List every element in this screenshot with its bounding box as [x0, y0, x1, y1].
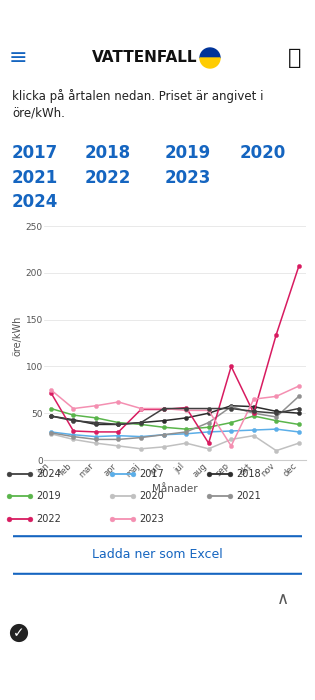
Text: ∧: ∧ — [277, 590, 289, 608]
Text: □: □ — [247, 659, 264, 677]
Text: 2017: 2017 — [139, 469, 164, 480]
Text: 2023: 2023 — [139, 514, 164, 524]
Text: 2018: 2018 — [236, 469, 261, 480]
Text: ○: ○ — [149, 659, 165, 677]
Text: Ladda ner som Excel: Ladda ner som Excel — [92, 547, 223, 561]
Text: 2023: 2023 — [165, 169, 211, 187]
Wedge shape — [200, 58, 220, 68]
Text: 2020: 2020 — [240, 144, 286, 162]
Text: 16:12: 16:12 — [137, 11, 177, 25]
Text: 2024: 2024 — [12, 193, 58, 211]
Text: öre/kWh.: öre/kWh. — [12, 107, 65, 120]
Y-axis label: öre/kWh: öre/kWh — [13, 316, 23, 356]
Wedge shape — [200, 48, 220, 58]
X-axis label: Månader: Månader — [152, 484, 198, 494]
Text: 2019: 2019 — [37, 491, 61, 501]
Text: ✓: ✓ — [13, 626, 25, 640]
Text: 2022: 2022 — [37, 514, 61, 524]
FancyBboxPatch shape — [1, 536, 314, 574]
Text: 2019: 2019 — [165, 144, 211, 162]
Text: ⌕: ⌕ — [288, 48, 302, 68]
Text: ≡: ≡ — [9, 48, 27, 68]
Text: 2017: 2017 — [12, 144, 58, 162]
Text: 2022: 2022 — [85, 169, 131, 187]
Text: klicka på årtalen nedan. Priset är angivet i: klicka på årtalen nedan. Priset är angiv… — [12, 89, 264, 103]
Text: 2024: 2024 — [37, 469, 61, 480]
Text: VATTENFALL: VATTENFALL — [92, 50, 198, 66]
Text: 2020: 2020 — [139, 491, 164, 501]
Text: ◁: ◁ — [53, 659, 67, 677]
Text: 2021: 2021 — [12, 169, 58, 187]
Text: 2018: 2018 — [85, 144, 131, 162]
Text: 2021: 2021 — [236, 491, 261, 501]
